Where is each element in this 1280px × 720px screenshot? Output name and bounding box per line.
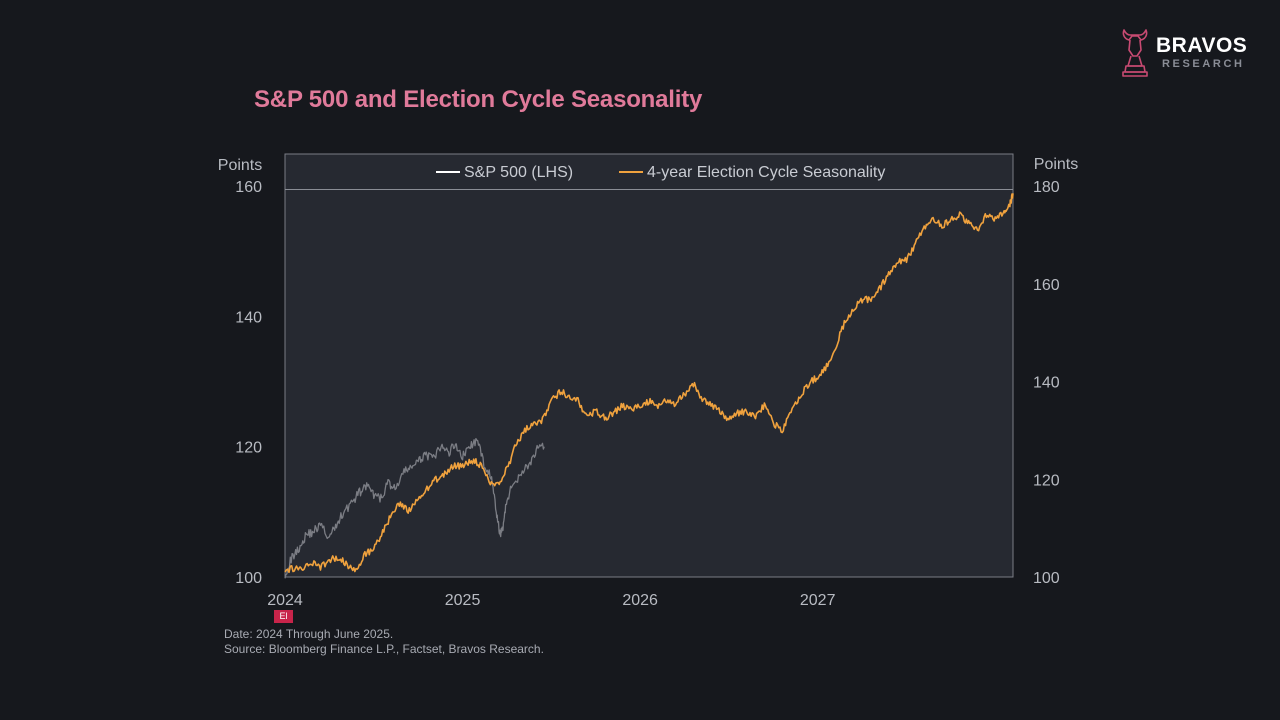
left-tick-label: 100 xyxy=(235,570,262,587)
series-layer xyxy=(284,193,1014,579)
election-badge: El xyxy=(274,610,293,623)
right-tick-label: 140 xyxy=(1033,375,1060,392)
right-axis-title: Points xyxy=(1034,156,1078,173)
left-tick-label: 120 xyxy=(235,440,262,457)
x-axis-ticks: 2024 2025 2026 2027 xyxy=(267,592,835,609)
brand-name: BRAVOS xyxy=(1156,34,1248,57)
x-tick-label: 2026 xyxy=(622,592,658,609)
chart-title: S&P 500 and Election Cycle Seasonality xyxy=(254,86,703,113)
footnote-source: Source: Bloomberg Finance L.P., Factset,… xyxy=(224,642,544,656)
left-tick-label: 140 xyxy=(235,309,262,326)
right-tick-label: 180 xyxy=(1033,179,1060,196)
x-tick-label: 2025 xyxy=(445,592,481,609)
legend-label-seasonality: 4-year Election Cycle Seasonality xyxy=(647,164,885,181)
brand-subtitle: RESEARCH xyxy=(1162,58,1245,70)
x-tick-label: 2024 xyxy=(267,592,303,609)
footnote-date: Date: 2024 Through June 2025. xyxy=(224,627,394,641)
brand-logo: BRAVOS RESEARCH xyxy=(1118,26,1258,82)
plot-area xyxy=(284,153,1014,578)
right-tick-label: 120 xyxy=(1033,472,1060,489)
series-line-seasonality xyxy=(284,193,1014,574)
series-line-sp500 xyxy=(284,437,545,579)
left-axis-title: Points xyxy=(218,157,262,174)
right-axis-ticks: 100 120 140 160 180 xyxy=(1033,179,1060,587)
left-tick-label: 160 xyxy=(235,179,262,196)
right-tick-label: 100 xyxy=(1033,570,1060,587)
left-axis-ticks: 100 120 140 160 xyxy=(235,179,262,587)
x-tick-label: 2027 xyxy=(800,592,836,609)
right-tick-label: 160 xyxy=(1033,277,1060,294)
legend-label-sp500: S&P 500 (LHS) xyxy=(464,164,573,181)
bull-logo-icon xyxy=(1122,29,1148,77)
